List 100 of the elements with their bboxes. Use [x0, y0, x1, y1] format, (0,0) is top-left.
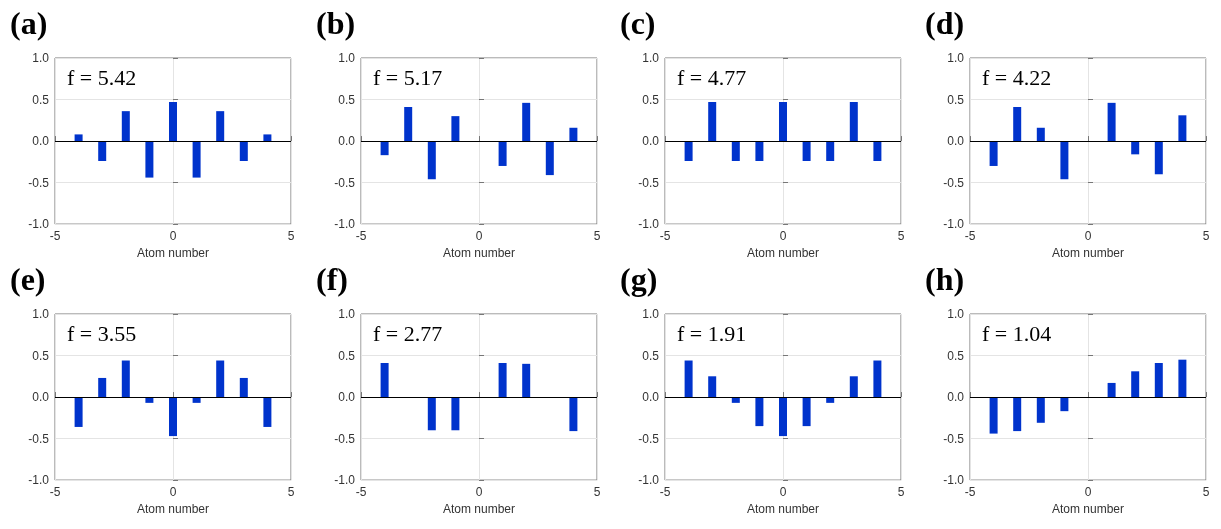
bar [1178, 115, 1187, 142]
bar [216, 360, 225, 398]
chart-title: (e) [10, 261, 46, 297]
bar [1036, 127, 1045, 142]
y-tick-label: 0.5 [642, 92, 660, 107]
y-tick-label: 0.5 [947, 348, 965, 363]
y-tick-label: -0.5 [28, 431, 50, 446]
y-tick-label: -0.5 [638, 431, 660, 446]
bar [849, 376, 858, 398]
bar [145, 141, 154, 178]
bar [873, 360, 882, 398]
y-tick-label: 1.0 [32, 307, 50, 321]
bar [708, 376, 717, 398]
y-tick-label: 0.5 [338, 92, 356, 107]
x-tick-label: -5 [659, 485, 671, 500]
x-tick-label: 0 [475, 485, 483, 500]
bar [1060, 397, 1069, 412]
bar [802, 397, 811, 427]
chart-title: (h) [925, 261, 965, 297]
x-axis-title: Atom number [442, 502, 516, 516]
y-tick-label: -0.5 [334, 431, 356, 446]
y-tick-label: -1.0 [28, 217, 50, 232]
bar [263, 134, 272, 142]
bar [522, 363, 531, 398]
bar [779, 397, 787, 437]
bar [569, 397, 578, 432]
y-tick-label: 1.0 [338, 51, 356, 65]
bar [569, 127, 578, 142]
bar [380, 363, 389, 398]
y-tick-label: 0.0 [32, 134, 50, 149]
x-tick-label: 0 [779, 485, 787, 500]
x-tick-label: 5 [897, 229, 905, 244]
chart-title: (g) [620, 261, 658, 297]
bar [498, 141, 507, 166]
x-axis-title: Atom number [136, 246, 210, 260]
y-tick-label: -1.0 [638, 217, 660, 232]
x-tick-label: -5 [49, 485, 61, 500]
y-tick-label: -0.5 [28, 175, 50, 190]
bar [684, 360, 693, 398]
x-axis-title: Atom number [746, 246, 820, 260]
y-tick-label: 1.0 [947, 307, 965, 321]
y-tick-label: 1.0 [338, 307, 356, 321]
y-tick-label: -1.0 [943, 473, 965, 488]
y-tick-label: 0.5 [338, 348, 356, 363]
bar [216, 111, 225, 142]
y-tick-label: 0.5 [32, 92, 50, 107]
bar [239, 141, 248, 161]
y-tick-label: 0.0 [947, 390, 965, 405]
bar [451, 116, 460, 142]
y-tick-label: -1.0 [334, 473, 356, 488]
y-tick-label: -0.5 [334, 175, 356, 190]
y-tick-label: 1.0 [32, 51, 50, 65]
bar [98, 377, 107, 398]
bar [545, 141, 554, 176]
bar [380, 141, 389, 156]
x-tick-label: 5 [287, 229, 295, 244]
x-tick-label: -5 [355, 485, 367, 500]
bar [522, 102, 531, 142]
bar [989, 141, 998, 166]
x-tick-label: 5 [593, 229, 601, 244]
bar [121, 360, 130, 398]
bar [755, 397, 764, 427]
bar [1131, 141, 1140, 155]
x-tick-label: 5 [1202, 229, 1210, 244]
y-tick-label: -1.0 [943, 217, 965, 232]
y-tick-label: 0.0 [947, 134, 965, 149]
chart-title: (c) [620, 5, 656, 41]
y-tick-label: 0.5 [32, 348, 50, 363]
x-tick-label: 5 [897, 485, 905, 500]
x-axis-title: Atom number [1051, 502, 1125, 516]
y-tick-label: 1.0 [642, 51, 660, 65]
chart-title: (a) [10, 5, 48, 41]
x-tick-label: 5 [1202, 485, 1210, 500]
annotation: f = 1.04 [982, 320, 1052, 346]
annotation: f = 3.55 [67, 320, 137, 346]
bar [121, 111, 130, 142]
bar [74, 134, 83, 142]
bar [427, 397, 436, 431]
bar [239, 377, 248, 398]
bar [74, 397, 83, 427]
annotation: f = 5.42 [67, 64, 137, 90]
x-tick-label: -5 [659, 229, 671, 244]
y-tick-label: 1.0 [947, 51, 965, 65]
y-tick-label: 0.0 [338, 134, 356, 149]
y-tick-label: 0.0 [32, 390, 50, 405]
bar [169, 102, 177, 142]
y-tick-label: 0.0 [338, 390, 356, 405]
bar [1013, 397, 1022, 432]
x-axis-title: Atom number [746, 502, 820, 516]
x-tick-label: 0 [1084, 485, 1092, 500]
x-axis-title: Atom number [442, 246, 516, 260]
x-axis-title: Atom number [1051, 246, 1125, 260]
bar [98, 141, 107, 161]
bar [192, 141, 201, 178]
y-tick-label: -0.5 [943, 175, 965, 190]
y-tick-label: 0.0 [642, 390, 660, 405]
x-tick-label: -5 [964, 485, 976, 500]
y-tick-label: -0.5 [638, 175, 660, 190]
bar [427, 141, 436, 180]
x-tick-label: -5 [964, 229, 976, 244]
